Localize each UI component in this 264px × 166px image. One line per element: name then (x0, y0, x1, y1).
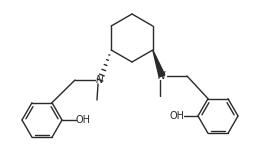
Text: N: N (158, 71, 166, 81)
Text: N: N (96, 75, 104, 85)
Text: OH: OH (76, 115, 91, 125)
Text: OH: OH (169, 111, 185, 121)
Polygon shape (153, 50, 165, 77)
